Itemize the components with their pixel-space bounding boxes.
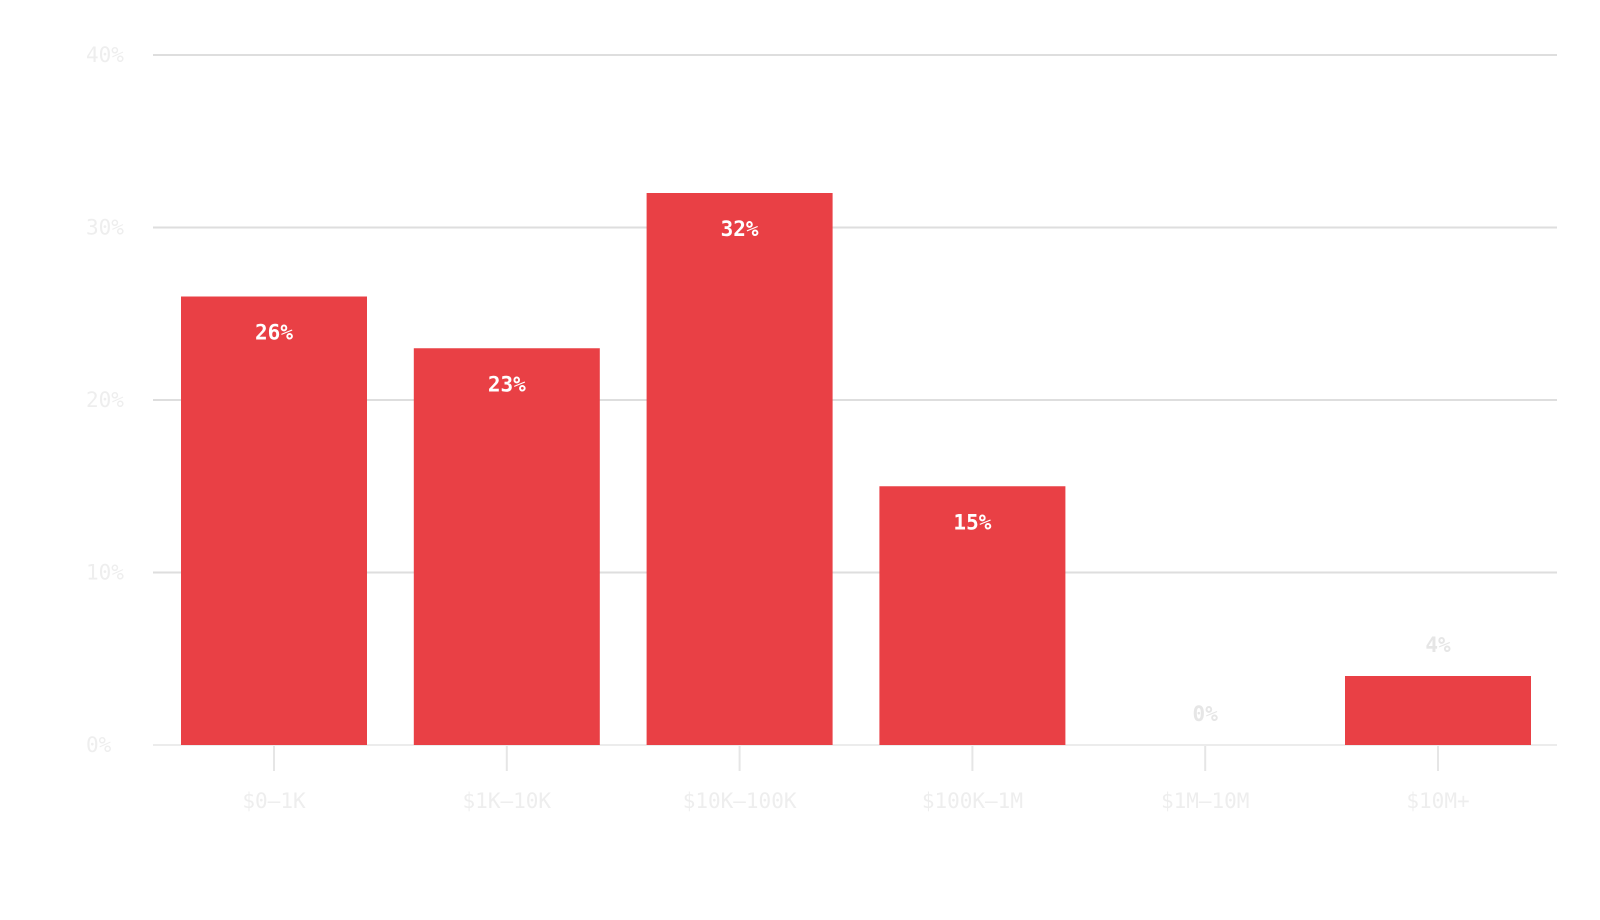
x-tick-label: $10K–100K <box>683 789 797 813</box>
bars <box>181 193 1531 745</box>
x-axis-ticks: $0–1K $1K–10K $10K–100K $100K–1M $1M–10M $10M… <box>242 746 1470 813</box>
data-label: 26% <box>255 321 293 345</box>
data-labels: 26% 23% 32% 15% 0% 4% <box>255 217 1451 726</box>
x-tick-label: $1K–10K <box>463 789 552 813</box>
gridlines <box>153 54 1557 746</box>
x-tick-label: $1M–10M <box>1161 789 1250 813</box>
bar <box>181 296 367 745</box>
x-tick-label: $0–1K <box>242 789 306 813</box>
data-label: 0% <box>1193 702 1219 726</box>
data-label: 4% <box>1425 633 1451 657</box>
data-label: 15% <box>953 510 991 534</box>
bar <box>413 348 600 745</box>
y-tick-label: 40% <box>86 43 124 67</box>
x-tick-label: $10M+ <box>1406 789 1469 813</box>
x-tick-label: $100K–1M <box>922 789 1023 813</box>
y-axis-ticks: 0% 10% 20% 30% 40% <box>86 43 124 757</box>
bar <box>879 486 1066 745</box>
bar <box>646 193 833 745</box>
y-tick-label: 10% <box>86 561 124 585</box>
data-label: 32% <box>721 217 759 241</box>
data-label: 23% <box>488 372 526 396</box>
y-tick-label: 20% <box>86 388 124 412</box>
y-tick-label: 30% <box>86 216 124 240</box>
y-tick-label: 0% <box>86 733 112 757</box>
bar <box>1345 676 1531 745</box>
